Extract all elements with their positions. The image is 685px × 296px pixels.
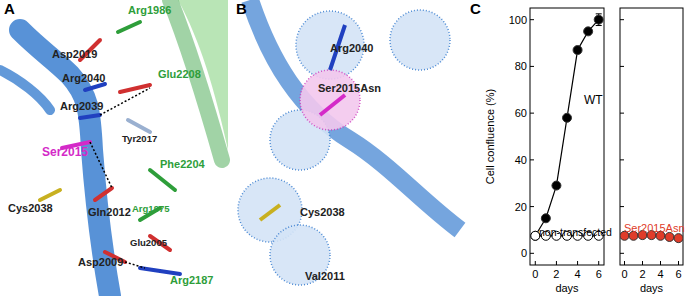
y-tick xyxy=(530,206,534,207)
series-marker xyxy=(541,214,550,223)
residue-label: Arg2187 xyxy=(170,274,213,286)
series-marker xyxy=(674,234,683,243)
y-axis-label: Cell confluence (%) xyxy=(484,89,496,184)
x-tick-label: 0 xyxy=(532,268,538,280)
y-tick xyxy=(620,113,624,114)
residue-label: Tyr2017 xyxy=(122,133,157,144)
residue-label: Glu2208 xyxy=(158,68,201,80)
x-tick xyxy=(577,261,578,265)
series-marker xyxy=(594,15,603,24)
x-tick xyxy=(624,261,625,265)
residue-label: Gln2012 xyxy=(88,206,131,218)
x-tick xyxy=(556,261,557,265)
figure: A Arg1986 Asp2019 Arg2040 Glu2208 Arg2039 Tyr2… xyxy=(0,0,685,296)
h-bond xyxy=(90,142,112,188)
residue-label: Arg2040 xyxy=(330,42,373,54)
chart: 0246 days xyxy=(620,8,683,294)
residue-label: Arg2040 xyxy=(62,72,105,84)
residue-label: Cys2038 xyxy=(8,202,53,214)
plot-data xyxy=(531,14,603,240)
x-tick xyxy=(642,261,643,265)
y-tick-label: 40 xyxy=(515,154,527,166)
panel-letter: A xyxy=(4,0,15,17)
x-tick-label: 2 xyxy=(639,268,645,280)
h-bond xyxy=(100,88,150,115)
blue-loop xyxy=(0,70,50,110)
x-tick-label: 0 xyxy=(621,268,627,280)
residue-label: Val2011 xyxy=(305,270,345,282)
residue-stick xyxy=(320,95,345,115)
residue-label: Phe2204 xyxy=(160,158,206,170)
residue-label: Asp2009 xyxy=(78,256,123,268)
x-axis-label: days xyxy=(640,282,664,294)
y-tick-label: 20 xyxy=(515,201,527,213)
residue-stick xyxy=(150,170,175,190)
y-tick xyxy=(620,19,624,20)
residue-stick xyxy=(120,85,150,92)
x-tick-label: 4 xyxy=(575,268,581,280)
y-tick xyxy=(530,66,534,67)
residue-label: Cys2038 xyxy=(300,206,345,218)
residue-label: Asp2019 xyxy=(52,48,97,60)
green-helix-band xyxy=(170,0,222,160)
series-label: Ser2015Asn xyxy=(624,222,685,234)
residue-label: Arg2039 xyxy=(60,100,103,112)
series-label: non-transfected xyxy=(539,226,612,238)
y-tick xyxy=(620,159,624,160)
h-bond xyxy=(125,262,145,268)
y-tick-label: 100 xyxy=(509,14,527,26)
residue-stick xyxy=(128,120,150,132)
residue-label: Arg1986 xyxy=(128,4,171,16)
series-marker xyxy=(563,113,572,122)
residue-label: Ser2015Asn xyxy=(318,82,381,94)
x-tick-label: 4 xyxy=(657,268,663,280)
series-line xyxy=(535,20,598,236)
residue-label: Arg1975 xyxy=(132,203,170,214)
y-tick xyxy=(530,113,534,114)
mutant-surface xyxy=(300,70,360,130)
panel-letter: B xyxy=(236,0,247,17)
x-tick-label: 2 xyxy=(553,268,559,280)
series-marker xyxy=(573,46,582,55)
series-label: WT xyxy=(584,93,603,107)
x-tick xyxy=(678,261,679,265)
x-tick xyxy=(660,261,661,265)
x-tick xyxy=(598,261,599,265)
panel-b xyxy=(238,0,460,285)
residue-stick xyxy=(85,84,105,90)
y-tick-label: 60 xyxy=(515,107,527,119)
residue-stick xyxy=(40,190,60,200)
residue-stick xyxy=(118,22,140,32)
x-tick-label: 6 xyxy=(596,268,602,280)
panel-a xyxy=(0,0,228,296)
y-tick xyxy=(620,206,624,207)
residue-stick xyxy=(80,115,100,118)
residue-label: Glu2005 xyxy=(130,237,168,248)
y-tick xyxy=(530,19,534,20)
residue-stick xyxy=(260,205,280,220)
y-tick xyxy=(530,159,534,160)
series-marker xyxy=(552,181,561,190)
y-tick xyxy=(620,66,624,67)
y-tick xyxy=(620,253,624,254)
chart: 0 20 40 60 80 100 0 2 4 6 days Cell confluence (%) xyxy=(484,8,604,294)
series-marker xyxy=(584,27,593,36)
residue-label: Ser2015 xyxy=(42,145,88,159)
residue-stick xyxy=(95,188,112,200)
x-tick-label: 6 xyxy=(675,268,681,280)
y-tick xyxy=(530,253,534,254)
x-tick xyxy=(535,261,536,265)
x-axis-label: days xyxy=(555,282,579,294)
panel-letter: C xyxy=(470,0,481,17)
y-tick-label: 0 xyxy=(521,247,527,259)
y-tick-label: 80 xyxy=(515,60,527,72)
residue-surface xyxy=(390,10,450,70)
